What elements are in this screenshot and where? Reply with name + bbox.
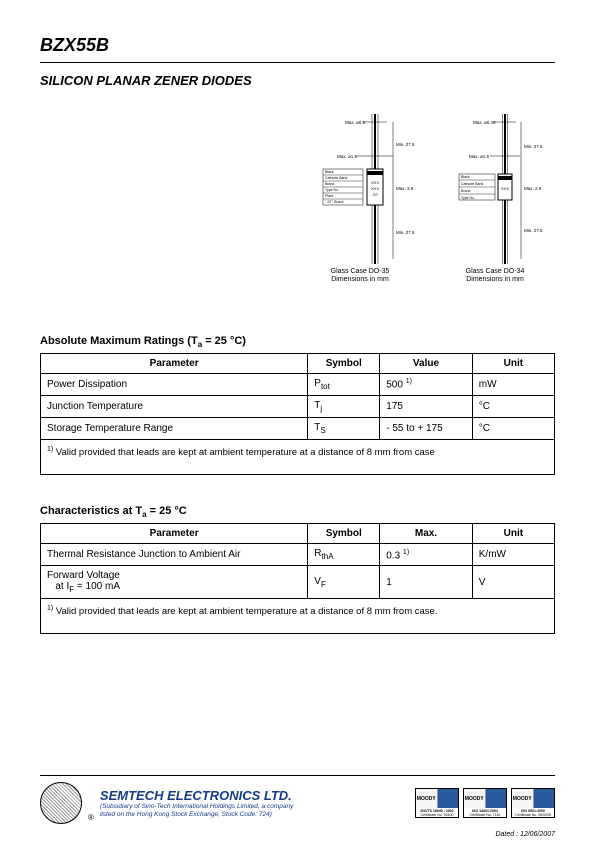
cell-symbol: Ptot <box>308 373 380 395</box>
package-do35: XXX XXX -ST Max. ø0.5 Max. ø1.9 Min. 27.… <box>305 114 415 285</box>
svg-text:Max. ø0.45: Max. ø0.45 <box>473 120 496 125</box>
do34-caption: Glass Case DO-34 Dimensions in mm <box>445 268 545 285</box>
cert-badge: MOODY ISO/TS 16949 : 2002Certificate No.… <box>415 788 459 818</box>
cell-symbol: TS <box>308 417 380 439</box>
cell-unit: K/mW <box>472 544 554 566</box>
company-sub2: listed on the Hong Kong Stock Exchange, … <box>100 811 409 818</box>
cell-value: 1 <box>380 566 473 599</box>
table-row: Forward Voltage at IF = 100 mA VF 1 V <box>41 566 555 599</box>
table-note: 1) Valid provided that leads are kept at… <box>41 599 555 634</box>
col-symbol: Symbol <box>308 353 380 373</box>
certifications: MOODY ISO/TS 16949 : 2002Certificate No.… <box>415 788 555 818</box>
cell-symbol: Tj <box>308 395 380 417</box>
cell-value: 175 <box>380 395 473 417</box>
svg-text:Min. 27.5: Min. 27.5 <box>524 228 543 233</box>
svg-text:Type No.: Type No. <box>325 188 339 192</box>
svg-text:Min. 27.5: Min. 27.5 <box>396 230 415 235</box>
cell-param: Forward Voltage at IF = 100 mA <box>41 566 308 599</box>
do35-caption: Glass Case DO-35 Dimensions in mm <box>305 268 415 285</box>
do34-drawing: XXX Max. ø0.45 Max. ø1.6 Min. 27.5 Max. … <box>445 114 545 264</box>
svg-text:Max. ø1.9: Max. ø1.9 <box>337 154 358 159</box>
cell-symbol: VF <box>308 566 380 599</box>
svg-text:Max. 3.9: Max. 3.9 <box>396 186 414 191</box>
abs-max-title: Absolute Maximum Ratings (Ta = 25 °C) <box>40 335 555 349</box>
svg-text:Brand: Brand <box>461 189 470 193</box>
cell-symbol: RthA <box>308 544 380 566</box>
page-footer: ® SEMTECH ELECTRONICS LTD. (Subsidiary o… <box>40 775 555 824</box>
svg-text:"-ST" Brand: "-ST" Brand <box>325 200 343 204</box>
svg-text:XXX: XXX <box>371 186 379 191</box>
cell-unit: mW <box>472 373 554 395</box>
cell-param: Thermal Resistance Junction to Ambient A… <box>41 544 308 566</box>
col-parameter: Parameter <box>41 353 308 373</box>
svg-text:Min. 27.5: Min. 27.5 <box>396 142 415 147</box>
svg-text:Type No.: Type No. <box>461 196 475 200</box>
svg-text:Black: Black <box>325 170 334 174</box>
table-header-row: Parameter Symbol Value Unit <box>41 353 555 373</box>
cell-value: 500 1) <box>380 373 473 395</box>
table-row: Thermal Resistance Junction to Ambient A… <box>41 544 555 566</box>
table-row: Power Dissipation Ptot 500 1) mW <box>41 373 555 395</box>
cell-unit: °C <box>472 395 554 417</box>
svg-text:XXX: XXX <box>501 186 509 191</box>
svg-text:Cathode Band: Cathode Band <box>325 176 347 180</box>
do35-drawing: XXX XXX -ST Max. ø0.5 Max. ø1.9 Min. 27.… <box>305 114 415 264</box>
svg-text:-ST: -ST <box>372 192 379 197</box>
cell-unit: V <box>472 566 554 599</box>
table-note-row: 1) Valid provided that leads are kept at… <box>41 599 555 634</box>
company-name: SEMTECH ELECTRONICS LTD. <box>100 788 409 803</box>
svg-text:Brand: Brand <box>325 182 334 186</box>
cell-param: Junction Temperature <box>41 395 308 417</box>
svg-text:Max. 2.9: Max. 2.9 <box>524 186 542 191</box>
svg-text:Max. ø1.6: Max. ø1.6 <box>469 154 490 159</box>
col-value: Max. <box>380 524 473 544</box>
abs-max-table: Parameter Symbol Value Unit Power Dissip… <box>40 353 555 475</box>
col-value: Value <box>380 353 473 373</box>
footer-rule <box>40 775 555 776</box>
dated-text: Dated : 12/06/2007 <box>495 831 555 838</box>
cert-badge: MOODY ISO 9001:2000Certificate No. 05/00… <box>511 788 555 818</box>
subtitle: SILICON PLANAR ZENER DIODES <box>40 73 555 88</box>
col-parameter: Parameter <box>41 524 308 544</box>
svg-text:Cathode Band: Cathode Band <box>461 182 483 186</box>
registered-icon: ® <box>88 813 94 822</box>
company-logo-icon <box>40 782 82 824</box>
package-do34: XXX Max. ø0.45 Max. ø1.6 Min. 27.5 Max. … <box>445 114 545 285</box>
table-note: 1) Valid provided that leads are kept at… <box>41 439 555 474</box>
cell-param: Storage Temperature Range <box>41 417 308 439</box>
cell-unit: °C <box>472 417 554 439</box>
characteristics-table: Parameter Symbol Max. Unit Thermal Resis… <box>40 523 555 634</box>
col-unit: Unit <box>472 524 554 544</box>
cert-badge: MOODY ISO 14001:2004Certificate No. 7116 <box>463 788 507 818</box>
dim-wire: Max. ø0.5 <box>345 120 366 125</box>
table-header-row: Parameter Symbol Max. Unit <box>41 524 555 544</box>
company-info: SEMTECH ELECTRONICS LTD. (Subsidiary of … <box>100 788 409 817</box>
col-symbol: Symbol <box>308 524 380 544</box>
svg-text:Plant: Plant <box>325 194 333 198</box>
part-number: BZX55B <box>40 35 555 56</box>
cell-param: Power Dissipation <box>41 373 308 395</box>
table-note-row: 1) Valid provided that leads are kept at… <box>41 439 555 474</box>
header-rule <box>40 62 555 63</box>
cell-value: 0.3 1) <box>380 544 473 566</box>
svg-text:XXX: XXX <box>371 180 379 185</box>
characteristics-title: Characteristics at Ta = 25 °C <box>40 505 555 519</box>
table-row: Junction Temperature Tj 175 °C <box>41 395 555 417</box>
table-row: Storage Temperature Range TS - 55 to + 1… <box>41 417 555 439</box>
svg-text:Black: Black <box>461 175 470 179</box>
company-sub1: (Subsidiary of Sino-Tech International H… <box>100 803 409 810</box>
cell-value: - 55 to + 175 <box>380 417 473 439</box>
package-diagrams: XXX XXX -ST Max. ø0.5 Max. ø1.9 Min. 27.… <box>40 114 555 285</box>
col-unit: Unit <box>472 353 554 373</box>
svg-text:Min. 27.5: Min. 27.5 <box>524 144 543 149</box>
